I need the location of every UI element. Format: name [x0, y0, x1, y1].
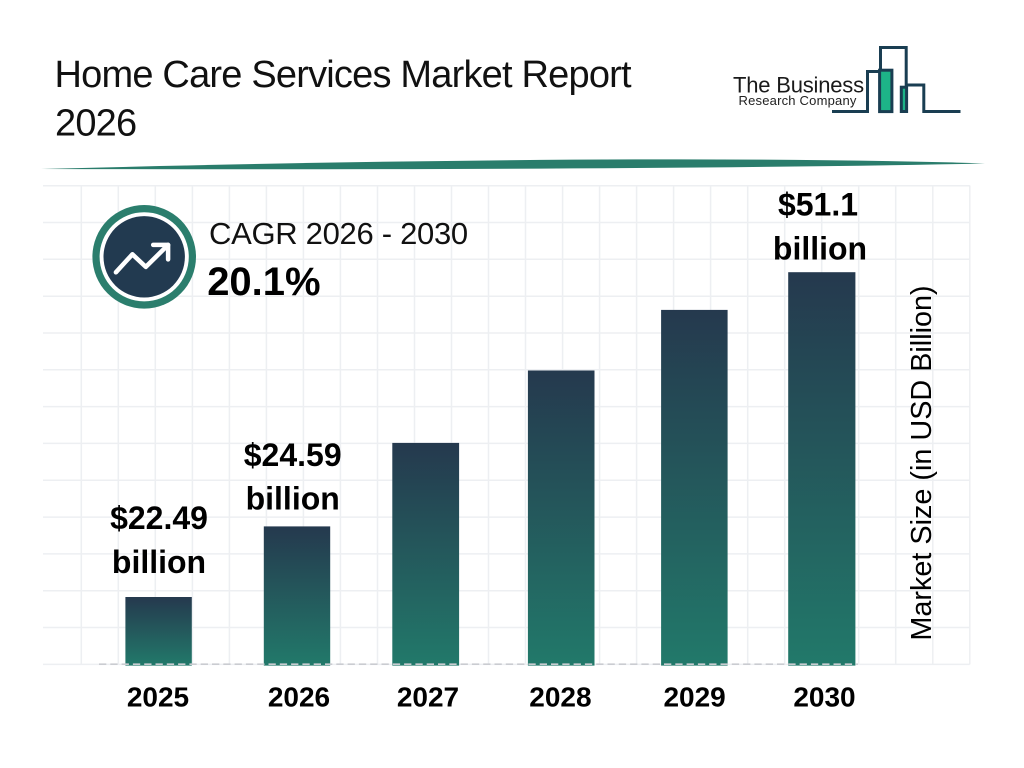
- svg-text:2026: 2026: [268, 682, 330, 713]
- svg-text:2030: 2030: [793, 682, 855, 713]
- svg-text:CAGR 2026 - 2030: CAGR 2026 - 2030: [209, 216, 468, 251]
- svg-text:2027: 2027: [397, 682, 459, 713]
- svg-text:billion: billion: [246, 481, 340, 517]
- svg-text:Home Care Services Market Repo: Home Care Services Market Report: [55, 54, 633, 96]
- svg-text:Market Size (in USD Billion): Market Size (in USD Billion): [906, 285, 938, 640]
- svg-text:The Business: The Business: [733, 72, 864, 97]
- svg-text:2028: 2028: [529, 682, 591, 713]
- svg-text:2029: 2029: [663, 682, 725, 713]
- svg-text:20.1%: 20.1%: [207, 260, 320, 304]
- svg-text:billion: billion: [112, 544, 206, 580]
- svg-text:billion: billion: [773, 230, 867, 266]
- svg-text:$22.49: $22.49: [110, 500, 208, 536]
- svg-text:2025: 2025: [127, 682, 189, 713]
- svg-text:$24.59: $24.59: [244, 437, 342, 473]
- svg-text:2026: 2026: [55, 102, 136, 144]
- svg-text:$51.1: $51.1: [778, 187, 858, 223]
- svg-text:Research Company: Research Company: [739, 93, 857, 108]
